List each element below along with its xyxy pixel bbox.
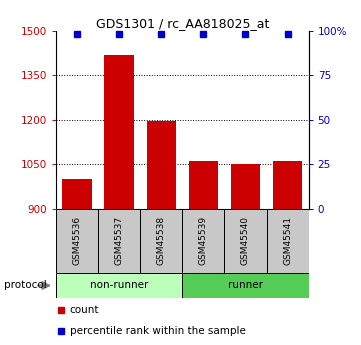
Text: GSM45537: GSM45537: [115, 216, 123, 265]
Text: GSM45540: GSM45540: [241, 216, 250, 265]
Bar: [182, 209, 225, 273]
Text: GSM45538: GSM45538: [157, 216, 166, 265]
Bar: [273, 161, 302, 209]
Bar: [188, 161, 218, 209]
Text: GSM45536: GSM45536: [73, 216, 82, 265]
Text: runner: runner: [228, 280, 263, 290]
Bar: [140, 209, 182, 273]
Text: count: count: [70, 305, 99, 315]
Bar: [266, 209, 309, 273]
Bar: [56, 273, 182, 298]
Bar: [147, 121, 176, 209]
Text: protocol: protocol: [4, 280, 46, 290]
Text: GSM45541: GSM45541: [283, 216, 292, 265]
Title: GDS1301 / rc_AA818025_at: GDS1301 / rc_AA818025_at: [96, 17, 269, 30]
Text: GSM45539: GSM45539: [199, 216, 208, 265]
Bar: [182, 273, 309, 298]
Bar: [104, 55, 134, 209]
Bar: [62, 179, 92, 209]
Bar: [98, 209, 140, 273]
Text: percentile rank within the sample: percentile rank within the sample: [70, 326, 246, 336]
Bar: [225, 209, 266, 273]
Bar: [56, 209, 98, 273]
Text: non-runner: non-runner: [90, 280, 148, 290]
Bar: [231, 164, 260, 209]
